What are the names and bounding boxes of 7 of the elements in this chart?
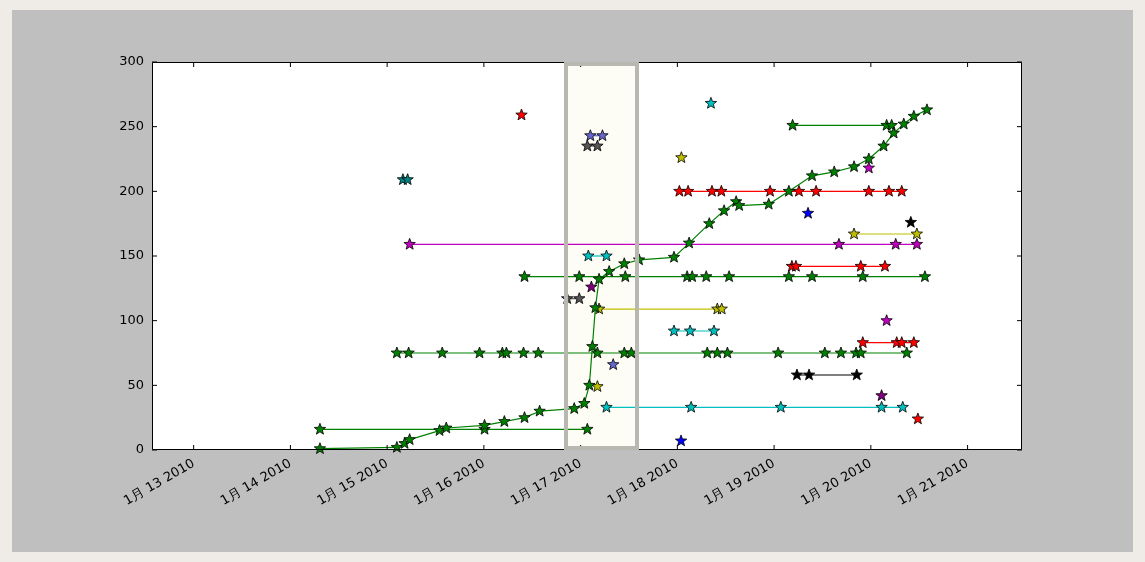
y-tick-label: 150 bbox=[119, 247, 144, 263]
y-tick-label: 250 bbox=[119, 118, 144, 134]
y-tick-label: 100 bbox=[119, 312, 144, 328]
y-tick-label: 0 bbox=[135, 441, 144, 457]
y-tick-label: 50 bbox=[127, 376, 144, 392]
y-tick-label: 200 bbox=[119, 182, 144, 198]
y-tick-label: 300 bbox=[119, 53, 144, 69]
